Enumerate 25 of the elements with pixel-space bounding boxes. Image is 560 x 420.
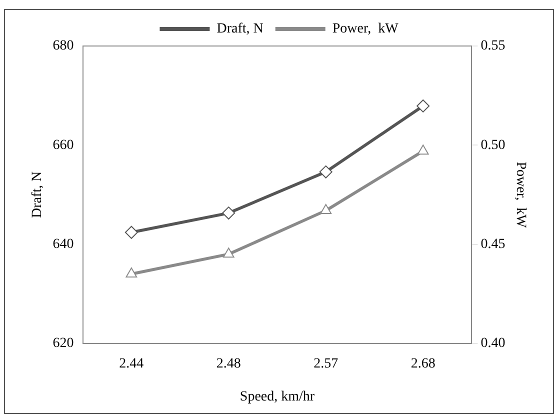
x-tick-label: 2.68 — [410, 356, 436, 372]
y2-tick-label: 0.40 — [480, 336, 506, 352]
y-tick-label: 640 — [52, 236, 74, 252]
point — [124, 226, 138, 239]
point — [417, 144, 429, 155]
point — [319, 165, 332, 178]
point — [416, 99, 430, 112]
y2-tick-label: 0.55 — [480, 38, 506, 54]
y2-tick-label: 0.45 — [480, 236, 506, 252]
x-tick-label: 2.48 — [216, 356, 241, 372]
x-tick-label: 2.44 — [119, 356, 144, 372]
legend-label: Draft, N — [216, 22, 264, 37]
point — [320, 204, 332, 214]
x-axis-title: Speed, km/hr — [240, 389, 315, 404]
y2-axis-title: Power, kW — [512, 162, 528, 228]
x-tick-label: 2.57 — [314, 356, 338, 372]
point — [222, 206, 236, 220]
y-tick-label: 620 — [52, 336, 74, 352]
y2-tick-label: 0.50 — [480, 138, 506, 153]
y-axis-title: Draft, N — [30, 171, 46, 218]
y-tick-label: 660 — [52, 138, 74, 153]
y-tick-label: 680 — [52, 38, 74, 54]
point — [222, 248, 234, 258]
point — [126, 268, 138, 278]
legend-label: Power, kW — [332, 22, 400, 37]
